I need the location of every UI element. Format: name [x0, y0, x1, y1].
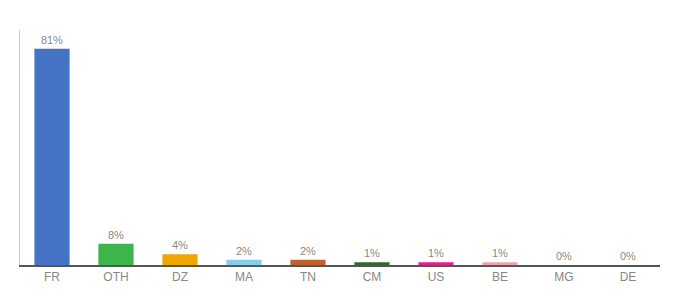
svg-text:81%: 81%	[41, 34, 63, 46]
svg-text:0%: 0%	[620, 250, 636, 262]
svg-text:MA: MA	[235, 270, 253, 284]
svg-text:DE: DE	[620, 270, 637, 284]
svg-text:OTH: OTH	[103, 270, 128, 284]
svg-text:8%: 8%	[108, 229, 124, 241]
svg-text:MG: MG	[554, 270, 573, 284]
svg-text:2%: 2%	[236, 245, 252, 257]
svg-text:DZ: DZ	[172, 270, 188, 284]
svg-text:2%: 2%	[300, 245, 316, 257]
svg-text:BE: BE	[492, 270, 508, 284]
svg-text:US: US	[428, 270, 445, 284]
svg-text:1%: 1%	[364, 247, 380, 259]
svg-text:1%: 1%	[492, 247, 508, 259]
svg-text:FR: FR	[44, 270, 60, 284]
svg-text:CM: CM	[363, 270, 382, 284]
svg-text:0%: 0%	[556, 250, 572, 262]
svg-text:4%: 4%	[172, 239, 188, 251]
svg-text:TN: TN	[300, 270, 316, 284]
svg-text:1%: 1%	[428, 247, 444, 259]
